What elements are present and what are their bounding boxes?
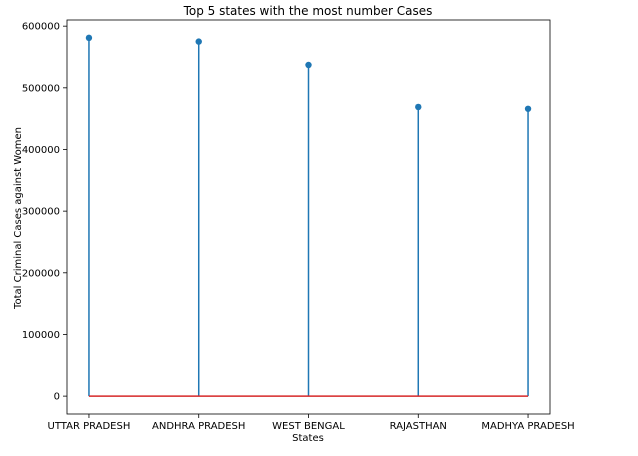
x-tick-label: ANDHRA PRADESH [152,421,245,432]
stem-marker [524,105,532,112]
chart-title: Top 5 states with the most number Cases [183,4,433,18]
y-tick-label: 500000 [22,83,60,94]
stem-marker [305,61,312,69]
y-tick-label: 400000 [22,145,60,156]
stem-marker [195,38,202,45]
x-tick-label: UTTAR PRADESH [48,421,131,432]
x-tick-label: WEST BENGAL [272,421,345,432]
y-axis-label: Total Criminal Cases against Women [13,127,24,310]
y-tick-label: 100000 [22,330,60,341]
y-tick-label: 600000 [22,22,60,33]
x-axis-label: States [292,433,324,444]
y-tick-label: 0 [54,392,60,403]
y-tick-label: 200000 [22,268,60,279]
x-tick-label: MADHYA PRADESH [481,421,574,432]
y-tick-label: 300000 [22,207,60,218]
stem-marker [85,34,93,42]
stem-marker [415,103,422,111]
x-tick-label: RAJASTHAN [390,421,447,432]
plot-area: 0 100000 200000 300000 400000 500000 600000 UTT… [22,19,575,432]
